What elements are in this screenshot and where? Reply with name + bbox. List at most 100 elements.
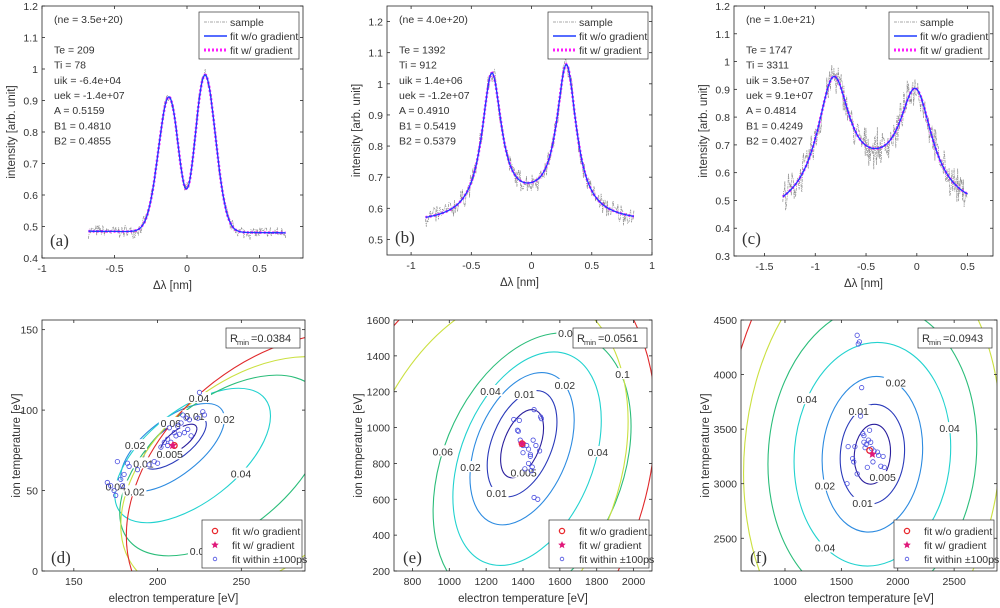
contour-level-0_14 — [125, 331, 305, 571]
parameter-annotation: A = 0.5159 — [54, 105, 105, 117]
x-tick-label: 250 — [233, 576, 251, 588]
panel-label: (a) — [50, 231, 69, 250]
x-tick-label: 0 — [184, 263, 190, 275]
contour-label: 0.01 — [133, 458, 154, 470]
within-100ps-marker — [176, 431, 182, 437]
within-100ps-marker — [180, 412, 186, 418]
contour-label: 0.005 — [510, 468, 536, 480]
x-tick-label: 2000 — [886, 576, 910, 588]
parameter-annotation: A = 0.4910 — [399, 105, 450, 117]
y-tick-label: 1400 — [367, 351, 391, 363]
y-tick-label: 0.4 — [23, 253, 38, 265]
x-tick-label: 1800 — [585, 576, 609, 588]
legend-fit-w-gradient-label: fit w/ gradient — [920, 45, 983, 57]
x-axis-label: electron temperature [eV] — [804, 593, 934, 605]
legend-fit-wo-gradient-swatch — [903, 527, 911, 535]
within-100ps-marker — [516, 417, 522, 423]
contour-label: 0.005 — [157, 449, 183, 461]
x-tick-label: -1.5 — [755, 261, 773, 273]
within-100ps-marker — [165, 442, 171, 449]
y-axis-label: ion temperature [eV] — [11, 393, 23, 497]
x-axis-label: electron temperature [eV] — [109, 593, 239, 605]
parameter-annotation: Te = 209 — [54, 44, 95, 56]
x-tick-label: 800 — [404, 576, 422, 588]
x-tick-label: 0 — [914, 261, 920, 273]
parameter-annotation: uik = 3.5e+07 — [746, 75, 810, 87]
y-tick-label: 0.8 — [23, 127, 38, 139]
contour-label: 0.06 — [161, 418, 182, 430]
contour-label-bg — [850, 496, 875, 508]
parameter-annotation: uek = 9.1e+07 — [746, 90, 813, 102]
parameter-annotation: uik = 1.4e+06 — [399, 75, 463, 87]
y-axis-label: ion temperature [eV] — [353, 393, 365, 497]
contour-label: 0.1 — [615, 369, 630, 381]
within-100ps-marker — [196, 389, 203, 396]
within-100ps-marker — [868, 439, 874, 445]
panel-label: (e) — [403, 548, 422, 567]
y-axis-label: ion temperature [eV] — [700, 393, 712, 497]
within-100ps-marker — [111, 487, 117, 494]
contour-label-bg — [122, 485, 147, 497]
within-100ps-marker — [119, 483, 126, 489]
y-axis-label: intensity [arb. unit] — [6, 85, 18, 178]
contour-label: 0.02 — [886, 378, 907, 390]
within-100ps-marker — [158, 444, 164, 450]
parameter-annotation: uek = -1.4e+07 — [54, 90, 125, 102]
x-tick-label: 0.5 — [584, 260, 599, 272]
contour-level-0_1 — [743, 320, 997, 571]
legend-fit-wo-gradient-label: fit w/o gradient — [920, 31, 988, 43]
legend: sample fit w/o gradient fit w/ gradient — [198, 11, 300, 60]
within-100ps-marker — [527, 453, 533, 459]
legend-fit-w-gradient-label: fit w/ gradient — [579, 45, 642, 57]
within-100ps-marker — [864, 464, 870, 470]
x-tick-label: 0.5 — [960, 261, 975, 273]
y-tick-label: 4500 — [714, 315, 738, 327]
legend-box — [893, 519, 995, 569]
rmin-subscript: min — [584, 338, 596, 347]
within-100ps-marker — [854, 332, 860, 338]
within-100ps-marker — [525, 446, 532, 452]
y-tick-label: 0 — [32, 566, 38, 578]
legend-fit-w-gradient-label: fit w/ gradient — [230, 45, 293, 57]
within-100ps-marker — [529, 464, 535, 470]
within-100ps-marker — [188, 433, 194, 439]
rmin-label: R — [577, 333, 585, 345]
within-100ps-marker — [146, 462, 152, 468]
within-100ps-marker — [161, 439, 167, 445]
legend-sample-label: sample — [579, 17, 613, 29]
within-100ps-marker — [195, 415, 201, 421]
legend-fit-w-gradient-swatch — [558, 541, 566, 549]
fit-wo-gradient-series — [88, 74, 286, 234]
rmin-frame — [917, 327, 993, 349]
y-tick-label: 0.5 — [715, 195, 730, 207]
contour-label: 0.04 — [939, 423, 960, 435]
within-100ps-marker — [880, 453, 886, 460]
within-100ps-marker — [175, 423, 181, 429]
contour-label-bg — [458, 461, 483, 473]
x-tick-label: 150 — [65, 576, 83, 588]
y-tick-label: 0.8 — [368, 141, 383, 153]
panel-e: 0.0050.010.010.020.020.040.040.060.060.1… — [353, 315, 654, 605]
contour-label: 0.04 — [797, 394, 818, 406]
x-tick-label: 0.5 — [252, 263, 267, 275]
within-100ps-marker — [859, 385, 865, 391]
fit-w-gradient-marker — [517, 439, 527, 448]
x-axis-label: electron temperature [eV] — [458, 593, 588, 605]
contour-label-bg — [552, 378, 577, 390]
y-tick-label: 0.6 — [23, 190, 38, 202]
y-tick-label: 800 — [372, 458, 390, 470]
x-tick-label: 1400 — [511, 576, 535, 588]
x-tick-label: -1 — [37, 263, 46, 275]
within-100ps-marker — [113, 492, 119, 498]
within-100ps-marker — [121, 471, 127, 478]
panel-d: 0.0050.010.010.020.020.020.040.040.040.0… — [11, 319, 307, 605]
contour-label-bg — [478, 384, 503, 396]
contour-level-0_04 — [793, 341, 952, 567]
within-100ps-marker — [126, 463, 132, 470]
y-tick-label: 0.6 — [368, 203, 383, 215]
x-tick-label: -0.5 — [105, 263, 123, 275]
parameter-annotation: (ne = 3.5e+20) — [54, 14, 123, 26]
rmin-frame — [225, 327, 301, 349]
